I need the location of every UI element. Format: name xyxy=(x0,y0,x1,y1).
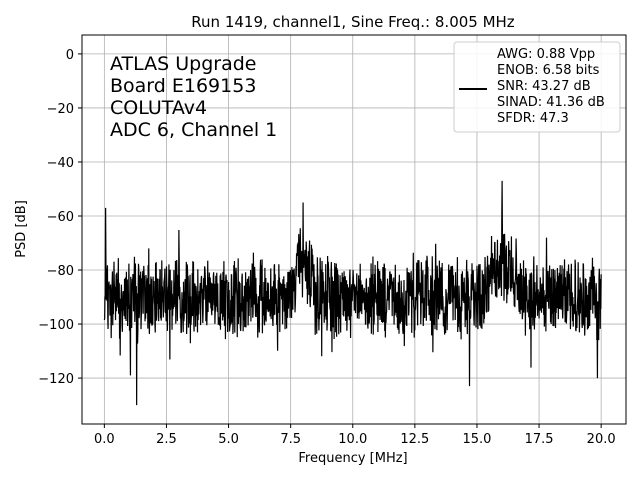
y-tick-label: −40 xyxy=(47,156,74,171)
y-tick-label: −60 xyxy=(47,210,74,225)
x-tick-label: 7.5 xyxy=(280,432,301,447)
y-tick-label: −120 xyxy=(38,372,74,387)
legend-entry: SINAD: 41.36 dB xyxy=(497,95,605,110)
legend-entry: SNR: 43.27 dB xyxy=(497,79,591,94)
annotation-line: Board E169153 xyxy=(110,75,256,97)
x-axis-label: Frequency [MHz] xyxy=(298,451,407,466)
x-tick-label: 10.0 xyxy=(338,432,367,447)
x-tick-label: 15.0 xyxy=(462,432,491,447)
series-layer xyxy=(103,180,602,406)
x-ticks: 0.0 2.5 5.0 7.5 10.0 12.5 15.0 17.5 20.0 xyxy=(94,424,616,447)
y-tick-label: −100 xyxy=(38,318,74,333)
x-tick-label: 0.0 xyxy=(94,432,115,447)
x-tick-label: 5.0 xyxy=(218,432,239,447)
y-ticks: 0 −20 −40 −60 −80 −100 −120 xyxy=(38,48,82,387)
plot-frame xyxy=(81,34,627,425)
legend-entry: SFDR: 47.3 xyxy=(497,111,569,126)
y-tick-label: −20 xyxy=(47,102,74,117)
y-tick-label: 0 xyxy=(66,48,74,63)
y-tick-label: −80 xyxy=(47,264,74,279)
y-axis-label: PSD [dB] xyxy=(14,200,29,258)
annotation-line: COLUTAv4 xyxy=(110,97,207,119)
annotation-line: ADC 6, Channel 1 xyxy=(110,119,277,141)
legend-entry: AWG: 0.88 Vpp xyxy=(497,47,595,62)
chart-title: Run 1419, channel1, Sine Freq.: 8.005 MH… xyxy=(191,13,515,31)
annotation-line: ATLAS Upgrade xyxy=(110,53,256,75)
x-tick-label: 12.5 xyxy=(400,432,429,447)
legend-box xyxy=(453,41,621,133)
x-tick-label: 20.0 xyxy=(587,432,616,447)
x-tick-label: 2.5 xyxy=(156,432,177,447)
x-tick-label: 17.5 xyxy=(525,432,554,447)
psd-series-line xyxy=(103,180,602,406)
legend-entry: ENOB: 6.58 bits xyxy=(497,63,600,78)
